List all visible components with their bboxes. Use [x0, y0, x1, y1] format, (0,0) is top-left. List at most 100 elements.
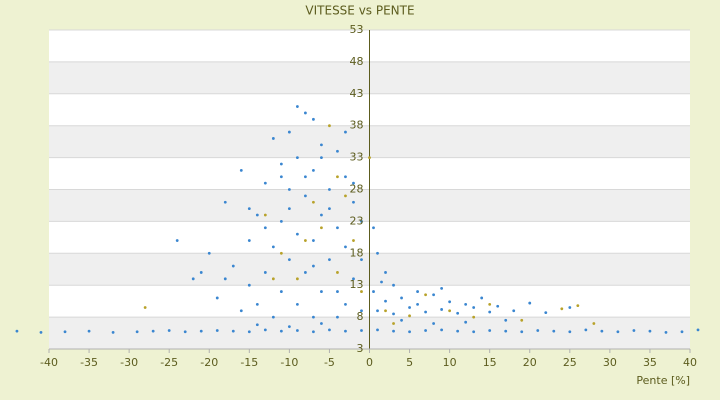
point	[488, 329, 492, 332]
point	[279, 251, 283, 255]
point	[295, 232, 299, 236]
point	[215, 296, 219, 300]
point	[584, 328, 588, 332]
point	[480, 296, 484, 300]
point	[328, 328, 331, 332]
point	[440, 308, 444, 311]
point	[304, 239, 307, 242]
point	[328, 207, 331, 211]
point	[255, 213, 259, 217]
x-tick-label: 30	[603, 356, 617, 369]
point	[376, 309, 379, 313]
point	[231, 329, 235, 333]
x-tick-label: -5	[324, 356, 335, 369]
point	[352, 181, 355, 185]
point	[271, 245, 275, 249]
point	[215, 329, 219, 332]
point	[271, 137, 275, 140]
x-tick-label: 10	[443, 356, 457, 369]
point	[312, 117, 315, 121]
point	[239, 168, 243, 172]
point	[456, 311, 460, 315]
x-tick-label: 25	[563, 356, 577, 369]
point	[312, 315, 315, 319]
point	[392, 283, 395, 287]
point	[344, 245, 347, 249]
point	[488, 310, 492, 314]
point	[295, 277, 299, 281]
point	[263, 213, 267, 217]
point	[239, 309, 243, 313]
point	[424, 293, 427, 297]
point	[279, 162, 283, 166]
point	[392, 312, 395, 316]
point	[344, 302, 347, 306]
point	[576, 304, 580, 308]
point	[279, 290, 283, 293]
point	[328, 258, 331, 262]
point	[432, 293, 435, 297]
point	[231, 264, 235, 268]
point	[279, 175, 283, 179]
point	[175, 239, 179, 242]
point	[432, 322, 435, 325]
point	[287, 325, 291, 329]
point	[336, 149, 339, 153]
point	[408, 330, 411, 334]
x-tick-label: 20	[523, 356, 537, 369]
point	[255, 302, 259, 306]
point	[568, 330, 572, 334]
point	[304, 175, 307, 179]
point	[344, 329, 347, 333]
point	[320, 143, 323, 147]
point	[336, 290, 339, 293]
point	[472, 330, 476, 334]
point	[696, 328, 700, 332]
point	[392, 322, 395, 325]
point	[344, 175, 347, 179]
x-tick-label: -25	[160, 356, 178, 369]
point	[372, 226, 375, 230]
point	[320, 290, 323, 293]
point	[360, 290, 363, 293]
point	[592, 322, 596, 325]
point	[512, 309, 516, 313]
point	[304, 271, 307, 274]
point	[384, 309, 387, 313]
point	[352, 277, 355, 281]
point	[440, 328, 444, 332]
point	[504, 318, 508, 322]
points	[15, 105, 700, 334]
point	[440, 286, 444, 290]
point	[408, 306, 411, 309]
point	[183, 330, 187, 334]
point	[295, 156, 299, 160]
point	[320, 322, 323, 325]
point	[247, 330, 251, 334]
point	[312, 264, 315, 268]
point	[39, 331, 43, 334]
y-tick-label: 53	[350, 23, 364, 36]
point	[263, 271, 267, 274]
point	[320, 226, 323, 230]
point	[279, 220, 283, 223]
point	[135, 330, 139, 334]
point	[472, 315, 476, 319]
y-tick-label: 43	[350, 87, 364, 100]
point	[263, 226, 267, 230]
point	[472, 306, 476, 309]
chart-title: VITESSE vs PENTE	[305, 4, 414, 18]
x-tick-label: 40	[683, 356, 697, 369]
point	[360, 329, 363, 332]
point	[271, 277, 275, 281]
point	[312, 330, 315, 334]
point	[648, 329, 652, 333]
point	[304, 194, 307, 198]
point	[279, 329, 283, 333]
point	[295, 302, 299, 306]
point	[336, 175, 339, 179]
point	[111, 331, 115, 334]
point	[464, 320, 468, 324]
point	[424, 310, 427, 314]
